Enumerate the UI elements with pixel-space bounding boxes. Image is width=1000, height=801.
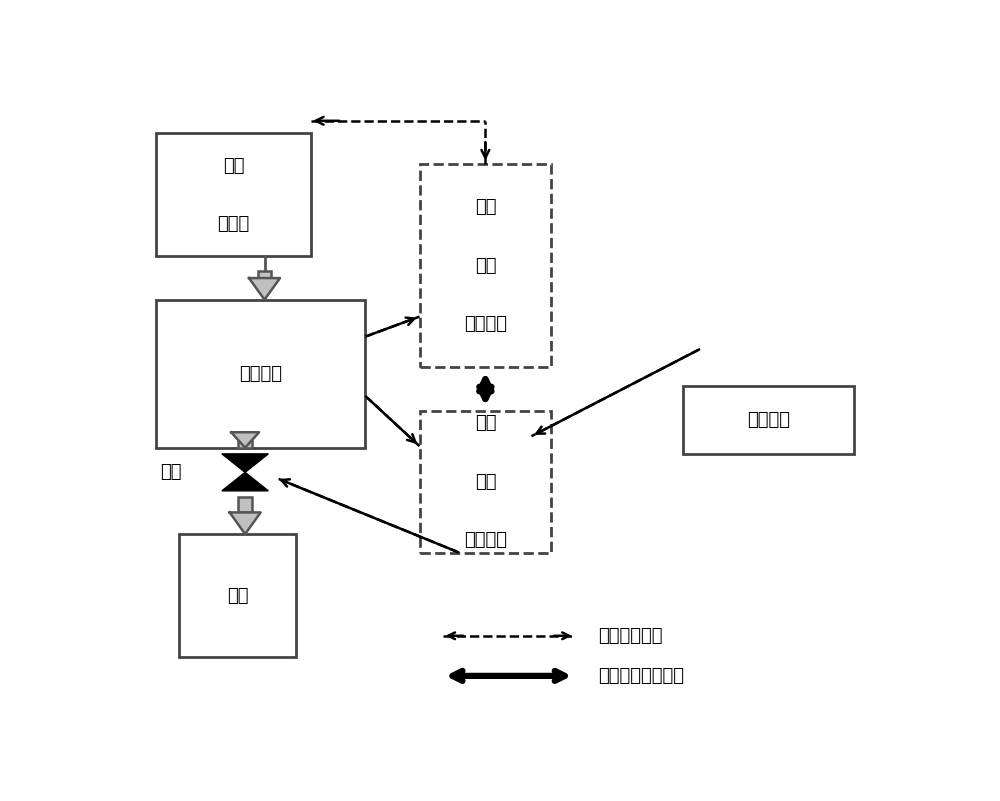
FancyBboxPatch shape [238,497,252,513]
Text: 新的程序通信线路: 新的程序通信线路 [598,667,684,685]
FancyBboxPatch shape [156,300,365,448]
FancyBboxPatch shape [238,433,252,448]
Text: 程序通信线路: 程序通信线路 [598,627,662,645]
Text: 泵体: 泵体 [227,586,248,605]
FancyBboxPatch shape [420,164,551,368]
FancyBboxPatch shape [420,411,551,553]
Polygon shape [222,454,268,473]
FancyBboxPatch shape [683,386,854,454]
Polygon shape [230,513,261,534]
FancyBboxPatch shape [258,272,271,278]
Polygon shape [231,433,259,448]
Polygon shape [249,278,280,300]
FancyBboxPatch shape [179,534,296,658]
Text: 工作系统: 工作系统 [747,411,790,429]
Text: 漏率

校正

计数部件: 漏率 校正 计数部件 [464,414,507,549]
Text: 气体

显示屏: 气体 显示屏 [217,157,250,233]
Text: 阀门: 阀门 [160,463,181,481]
Text: 真空腿体: 真空腿体 [239,364,282,383]
Polygon shape [222,473,268,491]
FancyBboxPatch shape [156,133,311,256]
Text: 清洗

校正

计数部件: 清洗 校正 计数部件 [464,199,507,333]
